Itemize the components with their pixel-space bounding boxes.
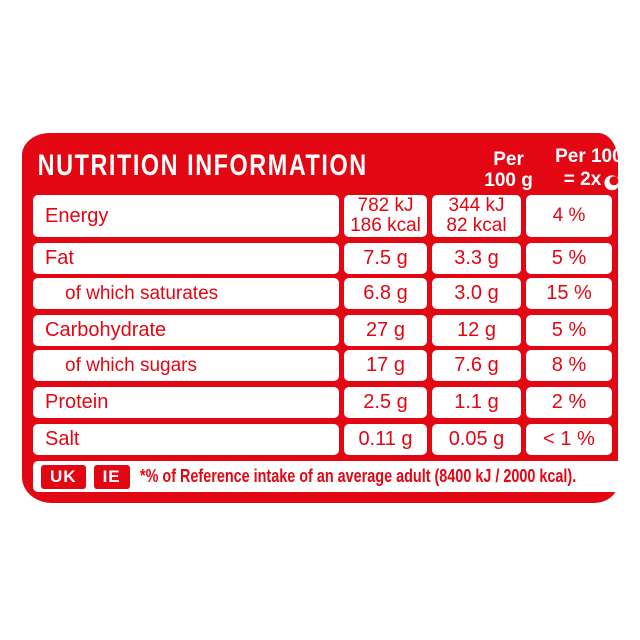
row-label: Protein xyxy=(33,387,339,418)
row-label: of which saturates xyxy=(33,278,339,309)
value-per-100g: 782 kJ 186 kcal xyxy=(344,195,427,237)
footnote-text: *% of Reference intake of an average adu… xyxy=(139,466,576,486)
value-per-100ml: 0.05 g xyxy=(432,424,521,455)
per100ml-prefix: = 2x xyxy=(563,168,602,190)
value-per-100ml: 7.6 g xyxy=(432,350,521,381)
value-per-100g: 0.11 g xyxy=(344,424,427,455)
value-percent: 5 % xyxy=(526,243,612,274)
row-label: Salt xyxy=(33,424,339,455)
value-percent: 4 % xyxy=(526,195,612,237)
row-label: Energy xyxy=(33,195,339,237)
per100g-line2: 100 g xyxy=(484,170,533,192)
value-percent: < 1 % xyxy=(526,424,612,455)
table-row-salt: Salt 0.11 g 0.05 g < 1 % xyxy=(33,424,612,455)
value-percent: 15 % xyxy=(526,278,612,309)
table-row-sugars: of which sugars 17 g 7.6 g 8 % xyxy=(33,350,612,381)
row-label: of which sugars xyxy=(33,350,339,381)
col-head-per-100g: Per 100 g xyxy=(467,149,550,195)
value-percent: 2 % xyxy=(526,387,612,418)
value-per-100g: 6.8 g xyxy=(344,278,427,309)
row-label: Carbohydrate xyxy=(33,315,339,346)
value-per-100g: 7.5 g xyxy=(344,243,427,274)
per100ml-suffix: ** xyxy=(625,164,636,180)
table-row-protein: Protein 2.5 g 1.1 g 2 % xyxy=(33,387,612,418)
value-per-100g: 27 g xyxy=(344,315,427,346)
col-head-per-100ml: Per 100 ml = 2x ** xyxy=(555,146,640,195)
scoop-icon xyxy=(604,169,631,190)
table-header: NUTRITION INFORMATION Per 100 g Per 100 … xyxy=(33,133,640,195)
value-per-100ml: 12 g xyxy=(432,315,521,346)
per100g-line1: Per xyxy=(493,149,524,171)
per100ml-scoop-line: = 2x ** xyxy=(555,164,640,192)
table-row-carbohydrate: Carbohydrate 27 g 12 g 5 % xyxy=(33,315,612,346)
nutrition-panel: NUTRITION INFORMATION Per 100 g Per 100 … xyxy=(22,133,640,503)
value-percent: 5 % xyxy=(526,315,612,346)
value-per-100ml: 344 kJ 82 kcal xyxy=(432,195,521,237)
table-row-fat: Fat 7.5 g 3.3 g 5 % xyxy=(33,243,612,274)
uk-badge: UK xyxy=(41,464,86,489)
value-per-100g: 2.5 g xyxy=(344,387,427,418)
table-row-saturates: of which saturates 6.8 g 3.0 g 15 % xyxy=(33,278,612,309)
row-label: Fat xyxy=(33,243,339,274)
footnote-cell: UK IE *% of Reference intake of an avera… xyxy=(33,461,640,492)
table-row-energy: Energy 782 kJ 186 kcal 344 kJ 82 kcal 4 % xyxy=(33,195,612,237)
value-per-100ml: 1.1 g xyxy=(432,387,521,418)
table-title: NUTRITION INFORMATION xyxy=(37,149,368,182)
value-per-100ml: 3.3 g xyxy=(432,243,521,274)
footnote-row: UK IE *% of Reference intake of an avera… xyxy=(33,461,640,492)
per100ml-line1: Per 100 ml xyxy=(555,146,640,168)
value-per-100g: 17 g xyxy=(344,350,427,381)
value-per-100ml: 3.0 g xyxy=(432,278,521,309)
ie-badge: IE xyxy=(93,464,130,489)
value-percent: 8 % xyxy=(526,350,612,381)
